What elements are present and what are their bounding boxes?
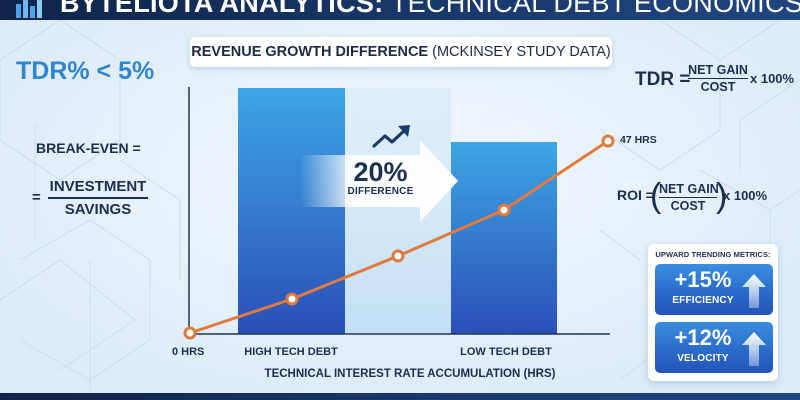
up-arrow-icon bbox=[742, 274, 766, 308]
bar-low-tech-debt bbox=[451, 142, 557, 334]
fraction-denominator: COST bbox=[700, 80, 736, 94]
line-point bbox=[391, 249, 405, 263]
metrics-card: UPWARD TRENDING METRICS: +15% EFFICIENCY… bbox=[648, 244, 778, 381]
category-label-high: HIGH TECH DEBT bbox=[244, 346, 338, 358]
header-bar: BYTELIOTA ANALYTICS: TECHNICAL DEBT ECON… bbox=[0, 0, 800, 20]
tdr-fraction: NET GAIN COST bbox=[688, 63, 748, 94]
line-point bbox=[183, 326, 197, 340]
title-text: TECHNICAL DEBT ECONOMICS & ROI bbox=[390, 0, 800, 18]
metric-label: EFFICIENCY bbox=[672, 295, 734, 306]
break-even-fraction: INVESTMENT SAVINGS bbox=[48, 178, 148, 218]
difference-callout: 20% DIFFERENCE bbox=[333, 158, 428, 197]
chart-title: REVENUE GROWTH DIFFERENCE (MCKINSEY STUD… bbox=[190, 37, 612, 67]
fraction-numerator: INVESTMENT bbox=[48, 178, 148, 199]
metric-label: VELOCITY bbox=[677, 353, 729, 364]
metrics-title: UPWARD TRENDING METRICS: bbox=[655, 250, 771, 259]
fraction-denominator: SAVINGS bbox=[64, 201, 132, 218]
roi-fraction: NET GAIN COST bbox=[659, 182, 719, 213]
line-point bbox=[601, 134, 615, 148]
x-axis-title: TECHNICAL INTEREST RATE ACCUMULATION (HR… bbox=[265, 368, 556, 380]
line-markers bbox=[183, 134, 615, 340]
difference-arrow bbox=[300, 140, 458, 222]
footer-bar bbox=[0, 393, 800, 400]
up-arrow-icon bbox=[742, 332, 766, 366]
bar-chart-icon bbox=[16, 0, 42, 18]
brand-name: BYTELIOTA ANALYTICS: bbox=[60, 0, 384, 18]
line-end-label: 47 HRS bbox=[620, 134, 657, 146]
break-even-label: BREAK-EVEN = bbox=[36, 140, 141, 156]
x-origin-label: 0 HRS bbox=[172, 346, 204, 358]
fraction-numerator: NET GAIN bbox=[659, 182, 719, 198]
page-title: BYTELIOTA ANALYTICS: TECHNICAL DEBT ECON… bbox=[60, 0, 800, 18]
tdr-formula-lhs: TDR = bbox=[635, 69, 691, 90]
metric-tile-efficiency: +15% EFFICIENCY bbox=[655, 264, 773, 315]
category-label-low: LOW TECH DEBT bbox=[460, 346, 552, 358]
roi-formula-lhs: ROI = bbox=[617, 187, 654, 203]
metric-value: +15% bbox=[674, 267, 732, 292]
metric-tile-velocity: +12% VELOCITY bbox=[655, 322, 773, 373]
equals-sign: = bbox=[32, 189, 41, 206]
tdr-formula-rhs: x 100% bbox=[750, 71, 795, 86]
chart-title-source: (MCKINSEY STUDY DATA) bbox=[428, 44, 611, 60]
fraction-denominator: COST bbox=[670, 199, 706, 213]
roi-formula-rhs: x 100% bbox=[723, 188, 768, 203]
metric-value: +12% bbox=[674, 325, 732, 350]
open-paren: ( bbox=[650, 177, 662, 215]
trend-up-icon bbox=[372, 125, 410, 148]
chart-title-main: REVENUE GROWTH DIFFERENCE bbox=[191, 44, 429, 60]
difference-value: 20% bbox=[353, 157, 408, 187]
close-paren: ) bbox=[716, 177, 728, 215]
fraction-numerator: NET GAIN bbox=[688, 63, 748, 79]
tdr-target: TDR% < 5% bbox=[16, 57, 155, 85]
between-bars-band bbox=[345, 88, 451, 334]
difference-label: DIFFERENCE bbox=[347, 186, 414, 197]
line-point bbox=[285, 292, 299, 306]
line-point bbox=[497, 203, 511, 217]
